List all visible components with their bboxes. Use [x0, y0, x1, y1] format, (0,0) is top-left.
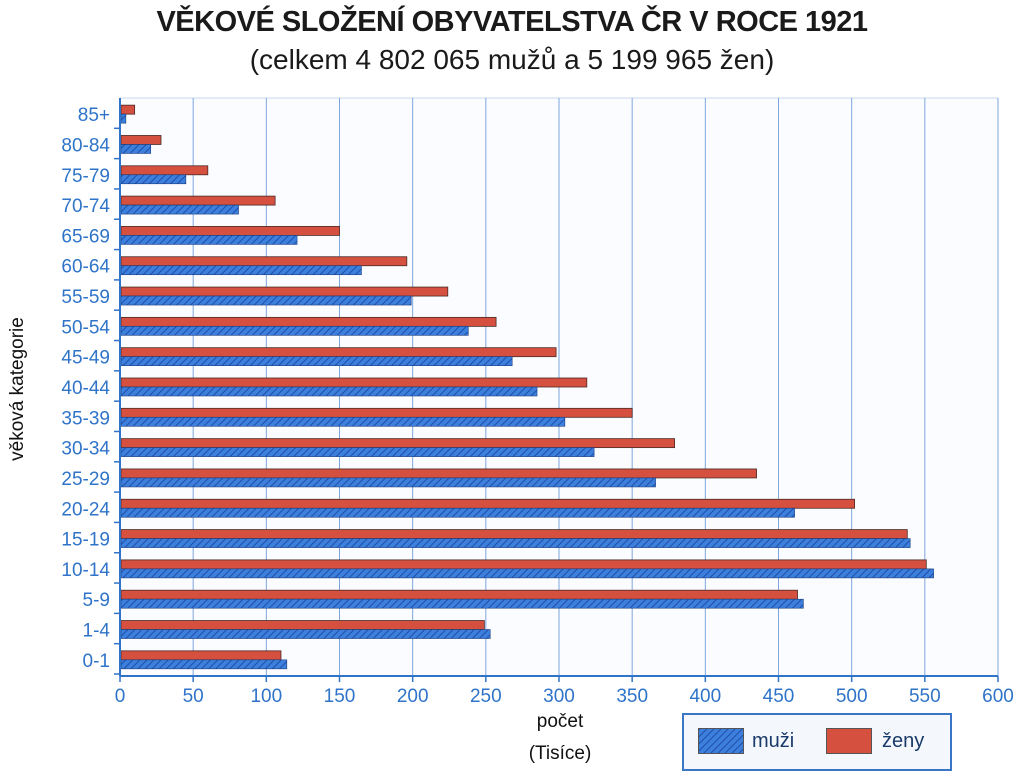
bar-muzi-45-49 [120, 356, 513, 366]
y-tick-labels: 85+ 80-84 75-79 70-74 65-69 60-64 55-59 50-54 45… [61, 105, 120, 675]
y-tick-label: 10-14 [61, 560, 110, 581]
bar-zeny-1-4 [120, 620, 485, 630]
legend-label-muzi: muži [752, 730, 795, 752]
x-tick-label: 600 [982, 686, 1014, 707]
x-tick-label: 0 [115, 686, 126, 707]
legend-swatch-zeny [826, 728, 872, 754]
x-axis-label: počet [536, 711, 584, 732]
bar-zeny-55-59 [120, 286, 449, 297]
x-tick-label: 300 [543, 686, 575, 707]
bar-zeny-80-84 [120, 135, 162, 145]
y-tick-label: 5-9 [83, 590, 110, 611]
bar-zeny-60-64 [120, 256, 408, 267]
x-axis-unit: (Tisíce) [528, 743, 592, 764]
bar-muzi-0-1 [120, 659, 288, 670]
x-tick-labels: 0 50 100 150 200 250 300 350 400 450 500 550 600 [115, 676, 1014, 707]
y-tick-label: 70-74 [61, 196, 110, 217]
y-tick-label: 85+ [78, 105, 110, 126]
x-tick-label: 100 [250, 686, 282, 707]
x-tick-label: 450 [763, 686, 795, 707]
y-tick-label: 55-59 [61, 287, 110, 308]
bar-muzi-30-34 [120, 447, 595, 457]
x-tick-label: 250 [470, 686, 502, 707]
bar-muzi-1-4 [120, 629, 491, 639]
bar-muzi-75-79 [120, 174, 187, 185]
legend-swatch-muzi [698, 728, 744, 754]
y-tick-label: 15-19 [61, 530, 110, 551]
bar-zeny-25-29 [120, 468, 757, 479]
bar-muzi-65-69 [120, 235, 298, 245]
x-tick-label: 550 [909, 686, 941, 707]
bar-zeny-5-9 [120, 589, 798, 600]
y-tick-label: 0-1 [83, 651, 110, 672]
bar-muzi-85+ [120, 113, 127, 124]
y-tick-label: 80-84 [61, 135, 110, 156]
bar-zeny-30-34 [120, 438, 676, 449]
x-tick-label: 50 [183, 686, 204, 707]
legend: muži ženy [682, 713, 952, 771]
bar-zeny-40-44 [120, 377, 588, 388]
bar-muzi-40-44 [120, 386, 538, 397]
y-tick-label: 25-29 [61, 469, 110, 490]
y-tick-label: 65-69 [61, 226, 110, 247]
y-tick-label: 50-54 [61, 317, 110, 338]
x-tick-label: 400 [689, 686, 721, 707]
bar-muzi-15-19 [120, 538, 911, 548]
legend-label-zeny: ženy [882, 730, 925, 752]
y-tick-label: 60-64 [61, 257, 110, 278]
y-axis-label: věková kategorie [7, 317, 28, 461]
x-tick-label: 150 [324, 686, 356, 707]
y-tick-label: 40-44 [61, 378, 110, 399]
bar-zeny-65-69 [120, 226, 340, 236]
bar-muzi-10-14 [120, 568, 934, 579]
bar-muzi-25-29 [120, 477, 656, 488]
y-tick-label: 45-49 [61, 348, 110, 369]
y-tick-label: 30-34 [61, 439, 110, 460]
bar-muzi-80-84 [120, 144, 152, 154]
bar-muzi-70-74 [120, 204, 239, 215]
bar-muzi-55-59 [120, 295, 412, 306]
bar-zeny-85+ [120, 104, 136, 115]
x-tick-label: 350 [616, 686, 648, 707]
bar-zeny-35-39 [120, 407, 633, 418]
bar-zeny-20-24 [120, 498, 855, 509]
bar-zeny-15-19 [120, 529, 908, 539]
bar-zeny-10-14 [120, 559, 927, 570]
bar-zeny-70-74 [120, 195, 276, 206]
bar-muzi-20-24 [120, 507, 795, 518]
y-tick-label: 75-79 [61, 166, 110, 187]
y-tick-label: 20-24 [61, 499, 110, 520]
bar-zeny-45-49 [120, 347, 557, 358]
bar-muzi-60-64 [120, 265, 362, 276]
y-tick-label: 35-39 [61, 408, 110, 429]
x-tick-label: 500 [836, 686, 868, 707]
bar-muzi-50-54 [120, 326, 469, 336]
bar-muzi-5-9 [120, 598, 804, 609]
y-tick-label: 1-4 [83, 621, 111, 642]
x-tick-label: 200 [397, 686, 429, 707]
chart-title: VĚKOVÉ SLOŽENÍ OBYVATELSTVA ČR V ROCE 19… [156, 6, 868, 38]
bar-zeny-75-79 [120, 165, 209, 176]
bar-zeny-50-54 [120, 316, 497, 327]
bar-muzi-35-39 [120, 417, 566, 427]
chart-subtitle: (celkem 4 802 065 mužů a 5 199 965 žen) [249, 44, 775, 75]
bar-zeny-0-1 [120, 650, 282, 661]
